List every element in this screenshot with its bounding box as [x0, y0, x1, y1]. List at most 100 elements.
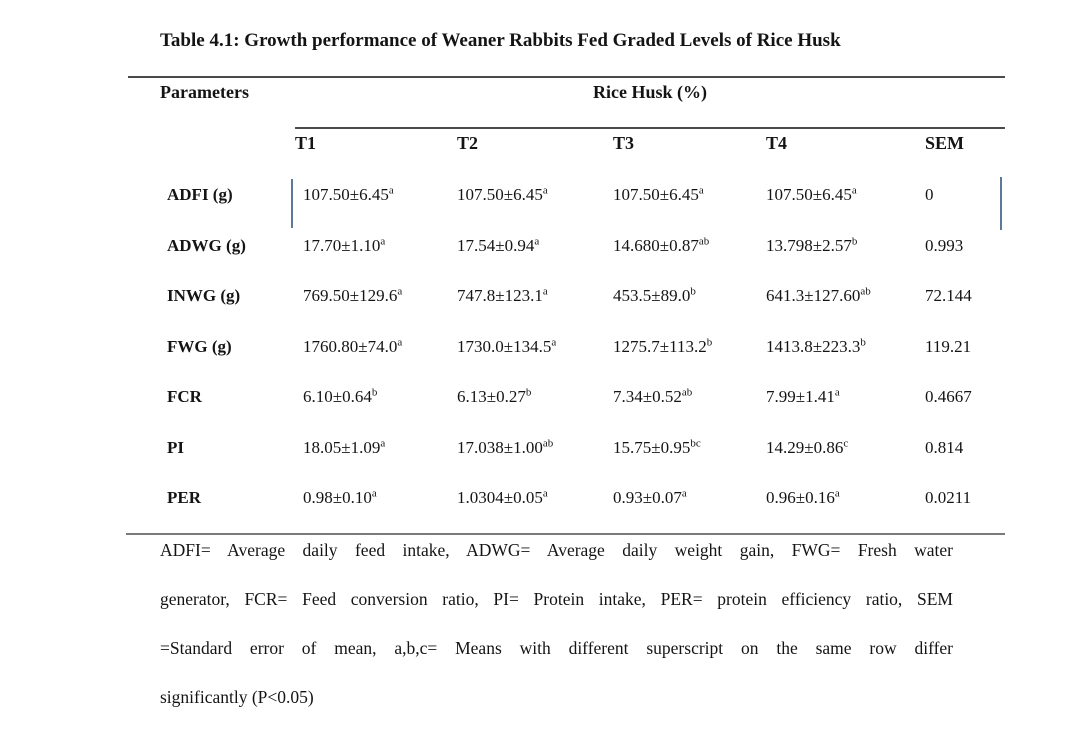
data-cell: 6.13±0.27b: [457, 387, 531, 407]
significance-superscript: a: [388, 184, 394, 197]
significance-superscript: a: [380, 436, 386, 449]
column-header-t3: T3: [613, 133, 635, 153]
data-cell: 0.93±0.07a: [613, 488, 687, 508]
cell-value: 453.5±89.0: [613, 286, 691, 305]
footnote-line-2: generator, FCR= Feed conversion ratio, P…: [160, 589, 953, 609]
cell-value: 0.98±0.10: [303, 488, 372, 507]
table-row: FWG (g) 1760.80±74.0a 1730.0±134.5a 1275.7±…: [0, 335, 1080, 359]
cell-value: 14.680±0.87: [613, 235, 699, 255]
data-cell: 17.038±1.00ab: [457, 436, 554, 458]
significance-superscript: a: [397, 285, 403, 298]
vertical-bar-artifact-left: [291, 179, 293, 228]
significance-superscript: b: [690, 285, 696, 298]
data-cell: 1.0304±0.05a: [457, 488, 548, 508]
row-label: PI: [167, 437, 184, 457]
cell-value: 1413.8±223.3: [766, 336, 861, 356]
footnote-line-3: =Standard error of mean, a,b,c= Means wi…: [160, 638, 953, 658]
table-row: ADFI (g) 107.50±6.45a 107.50±6.45a 107.50±6…: [0, 185, 1080, 207]
cell-value: 7.34±0.52: [613, 387, 682, 406]
data-cell: 769.50±129.6a: [303, 286, 402, 306]
cell-value: 7.99±1.41: [766, 387, 835, 406]
data-cell: 13.798±2.57b: [766, 234, 858, 256]
significance-superscript: a: [380, 234, 386, 247]
significance-superscript: a: [534, 234, 540, 247]
sem-cell: 0.0211: [925, 488, 972, 507]
cell-value: 15.75±0.95: [613, 437, 691, 457]
data-cell: 107.50±6.45a: [613, 185, 704, 205]
row-label: INWG (g): [167, 286, 241, 305]
cell-value: 6.13±0.27: [457, 387, 526, 406]
column-header-t4: T4: [766, 133, 788, 153]
cell-value: 107.50±6.45: [303, 185, 389, 204]
significance-superscript: a: [542, 487, 548, 500]
data-cell: 0.96±0.16a: [766, 488, 840, 508]
rice-husk-group-header: Rice Husk (%): [593, 82, 707, 102]
significance-superscript: b: [525, 386, 532, 399]
data-cell: 7.34±0.52ab: [613, 387, 692, 407]
significance-superscript: ab: [860, 285, 871, 298]
cell-value: 17.70±1.10: [303, 235, 381, 255]
parameters-column-header: Parameters: [160, 82, 249, 102]
significance-superscript: ab: [681, 386, 693, 399]
significance-superscript: ab: [542, 436, 554, 449]
sem-cell: 0.4667: [925, 387, 972, 406]
data-cell: 107.50±6.45a: [303, 185, 394, 205]
row-label: FWG (g): [167, 336, 232, 356]
footnote-line-1: ADFI= Average daily feed intake, ADWG= A…: [160, 540, 953, 560]
significance-superscript: b: [860, 335, 866, 348]
data-cell: 107.50±6.45a: [766, 185, 857, 205]
column-header-t2: T2: [457, 133, 479, 153]
significance-superscript: a: [698, 184, 704, 197]
table-row: INWG (g) 769.50±129.6a 747.8±123.1a 453.5±8…: [0, 286, 1080, 308]
column-header-t1: T1: [295, 133, 317, 153]
cell-value: 641.3±127.60: [766, 286, 861, 305]
significance-superscript: a: [542, 285, 548, 298]
footnote-line-4: significantly (P<0.05): [160, 687, 314, 707]
row-label: FCR: [167, 387, 202, 406]
cell-value: 0.96±0.16: [766, 488, 835, 507]
data-cell: 14.29±0.86c: [766, 436, 849, 458]
cell-value: 107.50±6.45: [613, 185, 699, 204]
data-cell: 107.50±6.45a: [457, 185, 548, 205]
significance-superscript: b: [706, 335, 713, 348]
data-cell: 747.8±123.1a: [457, 286, 548, 306]
data-cell: 6.10±0.64b: [303, 387, 377, 407]
table-row: PER 0.98±0.10a 1.0304±0.05a 0.93±0.07a 0.96±…: [0, 488, 1080, 510]
vertical-bar-artifact-right: [1000, 177, 1002, 230]
significance-superscript: b: [851, 234, 858, 247]
cell-value: 769.50±129.6: [303, 286, 398, 305]
cell-value: 14.29±0.86: [766, 437, 844, 457]
data-cell: 453.5±89.0b: [613, 286, 696, 306]
data-cell: 1760.80±74.0a: [303, 336, 402, 357]
horizontal-rule-bottom: [126, 533, 1005, 535]
cell-value: 6.10±0.64: [303, 387, 372, 406]
data-cell: 1730.0±134.5a: [457, 335, 557, 357]
column-header-sem: SEM: [925, 133, 965, 153]
significance-superscript: ab: [698, 234, 710, 247]
significance-superscript: c: [843, 436, 849, 449]
data-cell: 15.75±0.95bc: [613, 436, 701, 458]
sem-cell: 72.144: [925, 286, 972, 305]
row-label: ADFI (g): [167, 185, 233, 204]
table-row: ADWG (g) 17.70±1.10a 17.54±0.94a 14.680±0.8…: [0, 234, 1080, 258]
significance-superscript: a: [834, 487, 840, 500]
data-cell: 17.70±1.10a: [303, 234, 386, 256]
data-cell: 1275.7±113.2b: [613, 335, 713, 357]
significance-superscript: a: [371, 487, 377, 500]
data-cell: 0.98±0.10a: [303, 488, 377, 508]
cell-value: 13.798±2.57: [766, 235, 852, 255]
significance-superscript: b: [371, 386, 378, 399]
significance-superscript: a: [542, 184, 548, 197]
sem-cell: 0.814: [925, 437, 964, 457]
significance-superscript: a: [551, 335, 557, 348]
significance-superscript: bc: [690, 436, 701, 449]
cell-value: 17.038±1.00: [457, 437, 543, 457]
cell-value: 107.50±6.45: [766, 185, 852, 204]
sem-cell: 119.21: [925, 336, 972, 356]
data-cell: 18.05±1.09a: [303, 436, 386, 458]
significance-superscript: a: [834, 386, 840, 399]
cell-value: 1.0304±0.05: [457, 488, 543, 507]
significance-superscript: a: [681, 487, 687, 500]
